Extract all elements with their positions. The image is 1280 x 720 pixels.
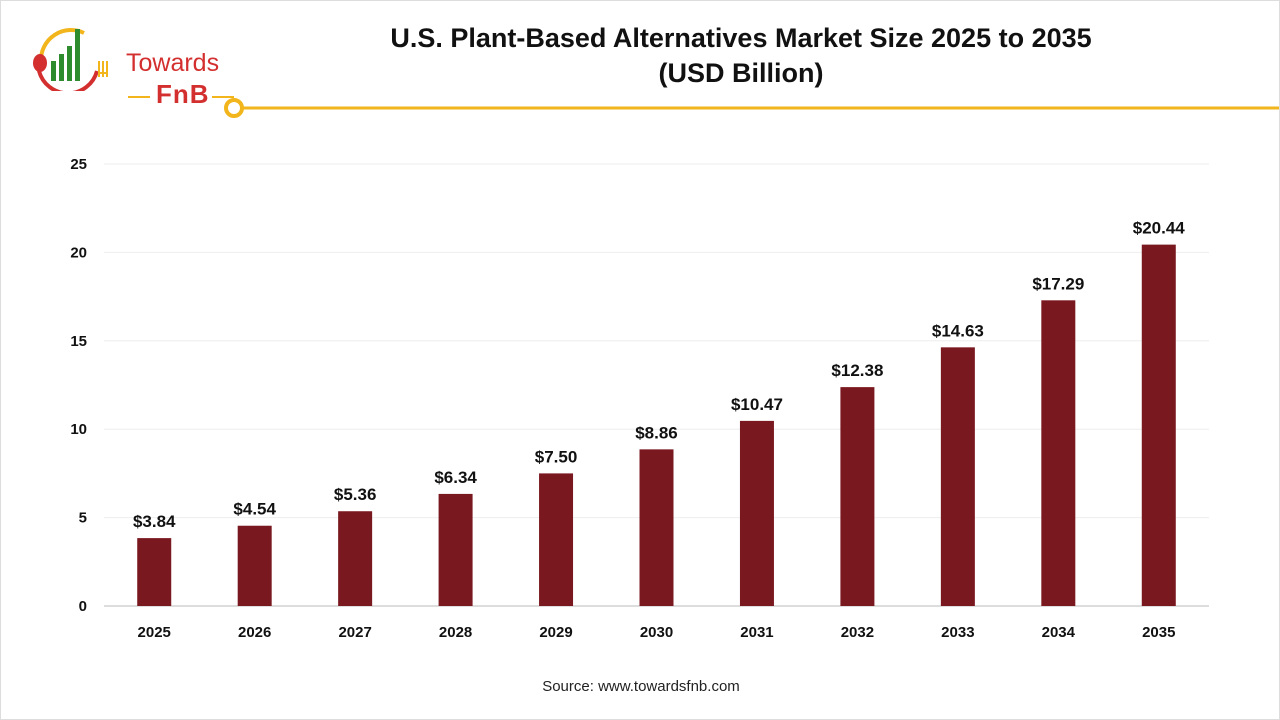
logo-icon [33, 28, 108, 96]
y-tick-label: 20 [70, 244, 87, 261]
x-tick-label-2031: 2031 [740, 624, 773, 641]
data-label-2030: $8.86 [635, 423, 678, 442]
x-tick-label-2033: 2033 [941, 624, 974, 641]
bar-2032 [840, 387, 875, 606]
bar-2029 [539, 473, 574, 606]
bar-2027 [338, 511, 373, 606]
bar-2034 [1041, 300, 1076, 606]
data-label-2028: $6.34 [434, 468, 477, 487]
logo-text-towards: Towards [126, 49, 220, 77]
x-tick-label-2026: 2026 [238, 624, 271, 641]
data-label-2032: $12.38 [831, 361, 883, 380]
y-tick-label: 15 [70, 333, 87, 350]
data-label-2026: $4.54 [233, 500, 276, 519]
data-label-2025: $3.84 [133, 512, 176, 531]
data-label-2033: $14.63 [932, 321, 984, 340]
x-tick-label-2027: 2027 [338, 624, 371, 641]
bar-2033 [940, 347, 975, 606]
x-tick-label-2035: 2035 [1142, 624, 1175, 641]
chart-title-line-1: U.S. Plant-Based Alternatives Market Siz… [390, 23, 1092, 53]
bar-2028 [438, 493, 473, 606]
title-divider-dot [224, 98, 244, 118]
bar-2026 [237, 525, 272, 606]
bar-2031 [739, 420, 774, 606]
x-tick-label-2032: 2032 [841, 624, 874, 641]
chart-title: U.S. Plant-Based Alternatives Market Siz… [291, 21, 1191, 91]
y-tick-label: 0 [79, 598, 87, 615]
towards-fnb-logo: Towards FnB [29, 21, 234, 109]
bar-2030 [639, 449, 674, 606]
x-tick-label-2034: 2034 [1042, 624, 1076, 641]
data-label-2027: $5.36 [334, 485, 377, 504]
data-label-2031: $10.47 [731, 395, 783, 414]
y-tick-label: 25 [70, 156, 87, 173]
data-label-2029: $7.50 [535, 447, 578, 466]
x-tick-label-2029: 2029 [539, 624, 572, 641]
logo-text-fnb: FnB [156, 79, 210, 109]
x-tick-label-2025: 2025 [138, 624, 171, 641]
x-tick-label-2030: 2030 [640, 624, 673, 641]
source-note: Source: www.towardsfnb.com [542, 678, 740, 695]
data-label-2035: $20.44 [1133, 219, 1186, 238]
bar-2035 [1141, 244, 1176, 607]
chart-title-line-2: (USD Billion) [658, 58, 824, 88]
data-label-2034: $17.29 [1032, 274, 1084, 293]
y-tick-label: 5 [79, 510, 87, 527]
bar-2025 [137, 538, 172, 606]
x-tick-label-2028: 2028 [439, 624, 472, 641]
y-tick-label: 10 [70, 421, 87, 438]
